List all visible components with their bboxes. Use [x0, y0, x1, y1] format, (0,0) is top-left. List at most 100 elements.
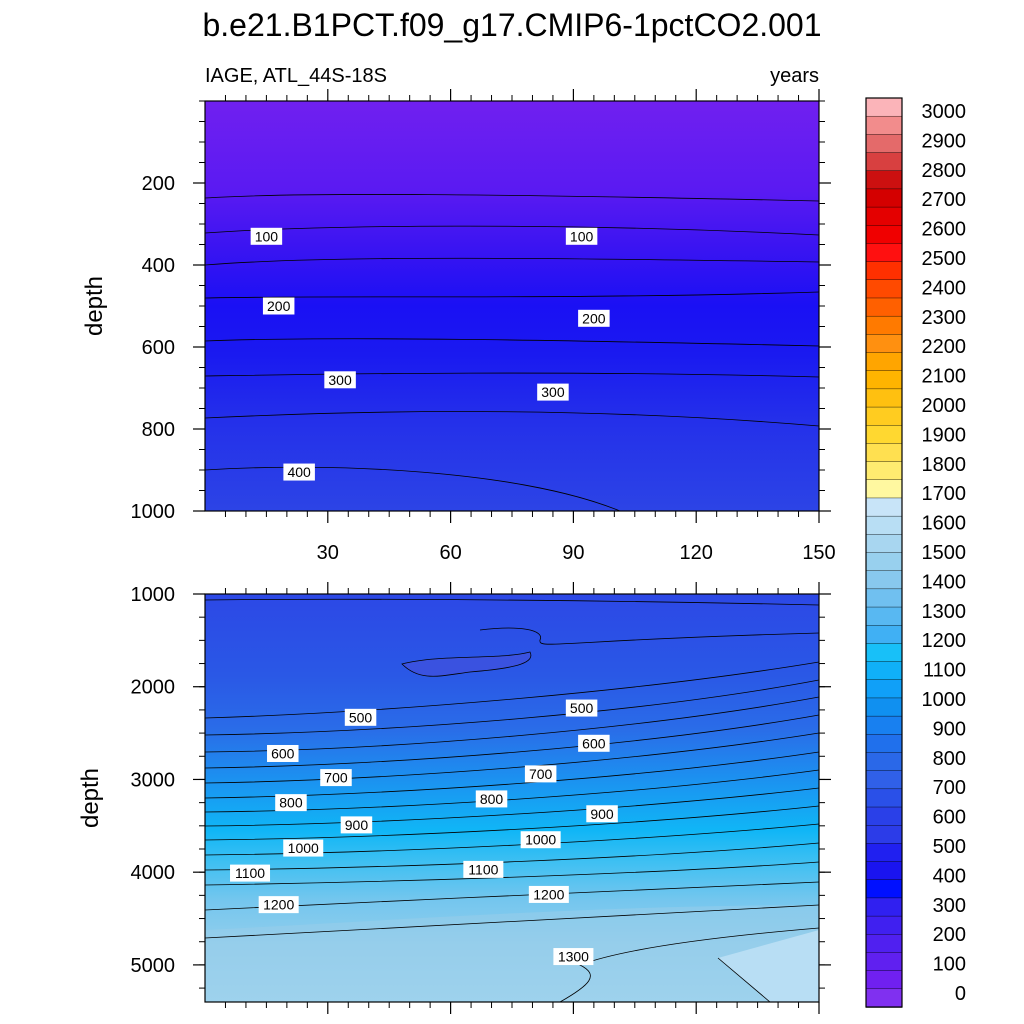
contour-label-box: [475, 790, 508, 808]
lower-y-axis: 1000 2000 3000 4000 5000: [131, 584, 831, 989]
colorbar-label: 1400: [922, 571, 967, 593]
colorbar-swatch: [865, 915, 903, 935]
contour-label: 300: [537, 383, 569, 401]
colorbar-label: 400: [933, 865, 966, 887]
colorbar-label: 3000: [922, 101, 967, 123]
contour-label-box: [267, 744, 299, 762]
contour-label: 800: [275, 794, 307, 812]
colorbar-swatch: [865, 225, 903, 245]
contour-label-box: [528, 885, 569, 903]
contour-label-text: 500: [349, 709, 373, 725]
lower-y-axis-title: depth: [77, 768, 104, 828]
contour-label-text: 1200: [263, 897, 294, 913]
x-tick-label: 60: [439, 542, 461, 564]
x-tick-label: 30: [317, 542, 339, 564]
contour-label: 600: [267, 744, 299, 762]
colorbar-swatch: [865, 352, 903, 372]
colorbar-label: 2100: [922, 366, 967, 388]
y-tick-label: 600: [142, 337, 175, 359]
contour-label-text: 1000: [288, 840, 319, 856]
colorbar-swatch: [865, 334, 903, 354]
contour-label-box: [553, 948, 594, 966]
upper-panel-fill: [205, 101, 819, 511]
colorbar-swatch: [865, 952, 903, 972]
colorbar-swatch: [865, 406, 903, 426]
contour-label-box: [537, 383, 569, 401]
colorbar-label: 100: [933, 954, 966, 976]
contour-label-box: [230, 864, 271, 882]
contour-label-box: [324, 371, 356, 389]
upper-y-axis-title: depth: [81, 276, 108, 336]
contour-label-text: 1000: [525, 832, 556, 848]
contour-label-text: 1200: [533, 886, 564, 902]
contour-label: 700: [320, 769, 352, 787]
contour-label: 500: [565, 699, 598, 717]
contour-label-box: [565, 227, 598, 245]
colorbar-swatch: [865, 297, 903, 317]
colorbar-label: 1800: [922, 454, 967, 476]
upper-contour-labels: 100 100 200 200 300 300 400: [250, 227, 610, 481]
colorbar-label: 1900: [922, 424, 967, 446]
y-tick-label: 400: [142, 255, 175, 277]
colorbar-swatch: [865, 715, 903, 735]
contour-label-box: [275, 794, 307, 812]
contour-label-box: [578, 734, 610, 752]
contour-label: 1100: [230, 864, 271, 882]
y-tick-label: 1000: [131, 501, 176, 523]
colorbar-label: 2700: [922, 189, 967, 211]
colorbar-label: 1300: [922, 601, 967, 623]
y-tick-label: 5000: [131, 955, 176, 977]
colorbar-swatch: [865, 588, 903, 608]
upper-panel: 100 100 200 200 300 300 400 200 400 600 800 1000 3…: [81, 89, 836, 564]
colorbar-swatch: [865, 479, 903, 499]
contour-label-box: [586, 805, 618, 823]
colorbar-swatch: [865, 897, 903, 917]
contour-label: 100: [565, 227, 598, 245]
contour-label: 600: [578, 734, 610, 752]
lower-x-axis: [224, 582, 820, 1014]
subtitle-left: IAGE, ATL_44S-18S: [205, 65, 387, 87]
colorbar-label: 2800: [922, 160, 967, 182]
contour-label: 1000: [520, 831, 561, 849]
colorbar-label: 900: [933, 718, 966, 740]
main-title: b.e21.B1PCT.f09_g17.CMIP6-1pctCO2.001: [202, 7, 821, 43]
contour-label: 1200: [258, 896, 299, 914]
y-tick-label: 4000: [131, 862, 176, 884]
colorbar-swatch: [865, 570, 903, 590]
colorbar-swatch: [865, 170, 903, 190]
lower-panel: 500 500 600 600 700 700 800 800 900 900 1000 1000 11…: [77, 582, 831, 1014]
colorbar-swatch: [865, 115, 903, 136]
colorbar-label: 1100: [923, 660, 966, 682]
contour-label-text: 1100: [468, 861, 498, 877]
y-tick-label: 1000: [131, 584, 176, 606]
contour-label-box: [524, 765, 557, 783]
contour-label: 300: [324, 371, 356, 389]
colorbar-swatch: [865, 388, 903, 408]
colorbar-swatch: [865, 643, 903, 663]
colorbar-swatch: [865, 461, 903, 481]
contour-label: 200: [578, 309, 610, 327]
contour-label-box: [578, 309, 610, 327]
x-tick-label: 150: [802, 542, 835, 564]
contour-label-box: [262, 297, 295, 315]
colorbar-swatch: [865, 734, 903, 754]
lower-contour-labels: 500 500 600 600 700 700 800 800 900 900 1000 1000 11…: [230, 699, 618, 966]
colorbar-swatch: [865, 861, 903, 881]
contour-label: 800: [475, 790, 508, 808]
subtitle-right: years: [770, 65, 819, 87]
contour-label-text: 600: [271, 745, 295, 761]
contour-label-box: [565, 699, 598, 717]
colorbar-swatch: [865, 825, 903, 845]
contour-label-box: [344, 708, 377, 726]
lower-deep-band: [205, 905, 819, 1002]
colorbar-swatch: [865, 770, 903, 790]
contour-label-text: 900: [345, 817, 369, 833]
colorbar-swatch: [865, 315, 903, 336]
contour-label: 900: [340, 816, 373, 834]
contour-label: 1000: [283, 839, 324, 857]
colorbar-swatch: [865, 425, 903, 445]
y-tick-label: 3000: [131, 769, 176, 791]
colorbar-label: 2900: [922, 130, 967, 152]
colorbar-label: 600: [933, 807, 966, 829]
contour-label-text: 500: [570, 700, 594, 716]
